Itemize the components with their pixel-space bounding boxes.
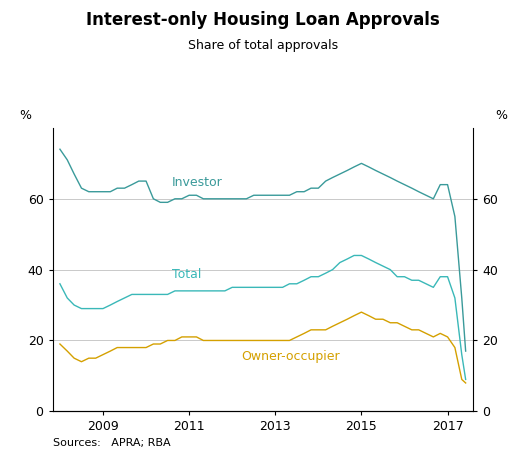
Text: %: % xyxy=(495,109,507,122)
Text: Owner-occupier: Owner-occupier xyxy=(241,350,339,363)
Text: Investor: Investor xyxy=(172,176,222,189)
Text: Total: Total xyxy=(172,268,201,282)
Text: Interest-only Housing Loan Approvals: Interest-only Housing Loan Approvals xyxy=(86,11,440,29)
Text: Sources:   APRA; RBA: Sources: APRA; RBA xyxy=(53,438,170,448)
Text: Share of total approvals: Share of total approvals xyxy=(188,39,338,52)
Text: %: % xyxy=(19,109,31,122)
